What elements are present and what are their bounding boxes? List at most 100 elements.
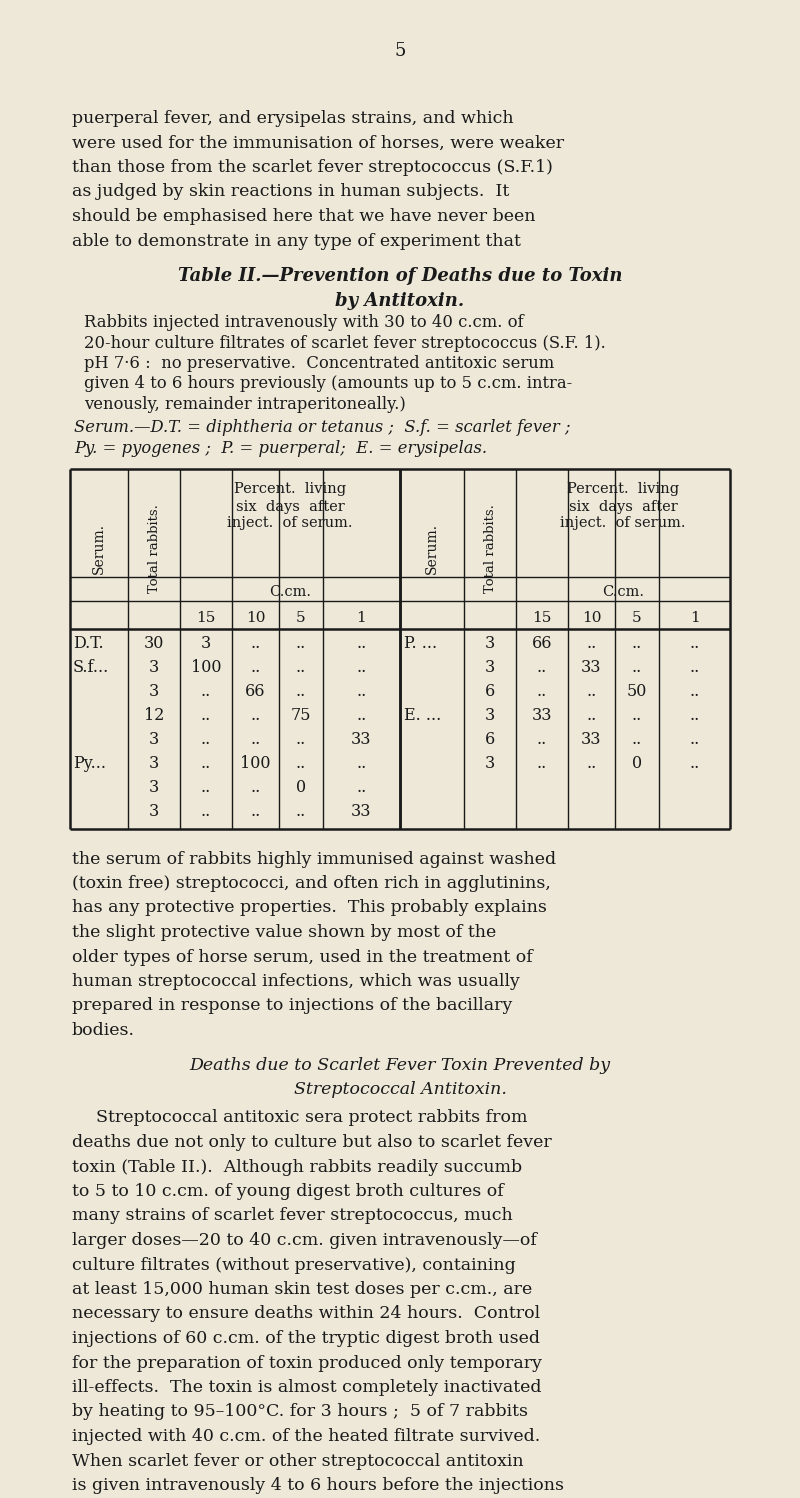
Text: Serum.: Serum. <box>425 523 439 574</box>
Text: the slight protective value shown by most of the: the slight protective value shown by mos… <box>72 924 496 941</box>
Text: D.T.: D.T. <box>73 635 104 653</box>
Text: 5: 5 <box>394 42 406 60</box>
Text: 3: 3 <box>149 683 159 701</box>
Text: 33: 33 <box>582 731 602 749</box>
Text: has any protective properties.  This probably explains: has any protective properties. This prob… <box>72 899 547 917</box>
Text: ..: .. <box>632 707 642 725</box>
Text: P. ...: P. ... <box>404 635 437 653</box>
Text: necessary to ensure deaths within 24 hours.  Control: necessary to ensure deaths within 24 hou… <box>72 1305 540 1323</box>
Text: 3: 3 <box>149 779 159 797</box>
Text: 33: 33 <box>351 803 372 821</box>
Text: 3: 3 <box>149 659 159 677</box>
Text: ..: .. <box>690 635 700 653</box>
Text: Table II.—Prevention of Deaths due to Toxin: Table II.—Prevention of Deaths due to To… <box>178 267 622 285</box>
Text: 12: 12 <box>144 707 164 725</box>
Text: ..: .. <box>201 779 211 797</box>
Text: ..: .. <box>201 707 211 725</box>
Text: injections of 60 c.cm. of the tryptic digest broth used: injections of 60 c.cm. of the tryptic di… <box>72 1330 540 1347</box>
Text: 3: 3 <box>485 755 495 773</box>
Text: Py...: Py... <box>73 755 106 773</box>
Text: ..: .. <box>356 683 366 701</box>
Text: ..: .. <box>356 707 366 725</box>
Text: 33: 33 <box>351 731 372 749</box>
Text: ..: .. <box>690 755 700 773</box>
Text: 3: 3 <box>201 635 211 653</box>
Text: ..: .. <box>250 659 261 677</box>
Text: 3: 3 <box>149 731 159 749</box>
Text: inject.  of serum.: inject. of serum. <box>227 517 353 530</box>
Text: Rabbits injected intravenously with 30 to 40 c.cm. of: Rabbits injected intravenously with 30 t… <box>84 315 524 331</box>
Text: S.f...: S.f... <box>73 659 110 677</box>
Text: 5: 5 <box>296 611 306 626</box>
Text: ..: .. <box>201 683 211 701</box>
Text: ..: .. <box>537 731 547 749</box>
Text: the serum of rabbits highly immunised against washed: the serum of rabbits highly immunised ag… <box>72 851 556 867</box>
Text: 15: 15 <box>532 611 552 626</box>
Text: at least 15,000 human skin test doses per c.cm., are: at least 15,000 human skin test doses pe… <box>72 1281 532 1297</box>
Text: ..: .. <box>296 755 306 773</box>
Text: toxin (Table II.).  Although rabbits readily succumb: toxin (Table II.). Although rabbits read… <box>72 1158 522 1176</box>
Text: prepared in response to injections of the bacillary: prepared in response to injections of th… <box>72 998 512 1014</box>
Text: than those from the scarlet fever streptococcus (S.F.1): than those from the scarlet fever strept… <box>72 159 553 175</box>
Text: larger doses—20 to 40 c.cm. given intravenously—of: larger doses—20 to 40 c.cm. given intrav… <box>72 1231 537 1249</box>
Text: 6: 6 <box>485 731 495 749</box>
Text: 3: 3 <box>149 755 159 773</box>
Text: Total rabbits.: Total rabbits. <box>147 503 161 593</box>
Text: C.cm.: C.cm. <box>602 586 644 599</box>
Text: 75: 75 <box>290 707 311 725</box>
Text: 5: 5 <box>632 611 642 626</box>
Text: older types of horse serum, used in the treatment of: older types of horse serum, used in the … <box>72 948 533 966</box>
Text: ..: .. <box>690 659 700 677</box>
Text: 3: 3 <box>485 707 495 725</box>
Text: 33: 33 <box>582 659 602 677</box>
Text: ..: .. <box>296 659 306 677</box>
Text: ..: .. <box>690 683 700 701</box>
Text: human streptococcal infections, which was usually: human streptococcal infections, which wa… <box>72 974 520 990</box>
Text: ..: .. <box>537 683 547 701</box>
Text: 10: 10 <box>246 611 266 626</box>
Text: inject.  of serum.: inject. of serum. <box>560 517 686 530</box>
Text: 15: 15 <box>196 611 216 626</box>
Text: 100: 100 <box>240 755 270 773</box>
Text: ..: .. <box>356 635 366 653</box>
Text: 3: 3 <box>485 659 495 677</box>
Text: 30: 30 <box>144 635 164 653</box>
Text: for the preparation of toxin produced only temporary: for the preparation of toxin produced on… <box>72 1354 542 1372</box>
Text: venously, remainder intraperitoneally.): venously, remainder intraperitoneally.) <box>84 395 406 413</box>
Text: ..: .. <box>250 803 261 821</box>
Text: 66: 66 <box>246 683 266 701</box>
Text: Serum.—D.T. = diphtheria or tetanus ;  S.f. = scarlet fever ;: Serum.—D.T. = diphtheria or tetanus ; S.… <box>74 419 570 436</box>
Text: by heating to 95–100°C. for 3 hours ;  5 of 7 rabbits: by heating to 95–100°C. for 3 hours ; 5 … <box>72 1404 528 1420</box>
Text: 0: 0 <box>296 779 306 797</box>
Text: by Antitoxin.: by Antitoxin. <box>335 292 465 310</box>
Text: Deaths due to Scarlet Fever Toxin Prevented by: Deaths due to Scarlet Fever Toxin Preven… <box>190 1056 610 1074</box>
Text: ..: .. <box>632 659 642 677</box>
Text: ..: .. <box>356 755 366 773</box>
Text: Percent.  living: Percent. living <box>567 482 679 496</box>
Text: ..: .. <box>296 803 306 821</box>
Text: Streptococcal Antitoxin.: Streptococcal Antitoxin. <box>294 1082 506 1098</box>
Text: ill-effects.  The toxin is almost completely inactivated: ill-effects. The toxin is almost complet… <box>72 1380 542 1396</box>
Text: should be emphasised here that we have never been: should be emphasised here that we have n… <box>72 208 535 225</box>
Text: C.cm.: C.cm. <box>269 586 311 599</box>
Text: ..: .. <box>201 731 211 749</box>
Text: able to demonstrate in any type of experiment that: able to demonstrate in any type of exper… <box>72 232 521 250</box>
Text: ..: .. <box>586 683 597 701</box>
Text: 100: 100 <box>190 659 222 677</box>
Text: 0: 0 <box>632 755 642 773</box>
Text: ..: .. <box>537 755 547 773</box>
Text: ..: .. <box>537 659 547 677</box>
Text: puerperal fever, and erysipelas strains, and which: puerperal fever, and erysipelas strains,… <box>72 109 514 127</box>
Text: ..: .. <box>296 683 306 701</box>
Text: ..: .. <box>250 779 261 797</box>
Text: Total rabbits.: Total rabbits. <box>483 503 497 593</box>
Text: ..: .. <box>201 755 211 773</box>
Text: Py. = pyogenes ;  P. = puerperal;  E. = erysipelas.: Py. = pyogenes ; P. = puerperal; E. = er… <box>74 440 487 457</box>
Text: Streptococcal antitoxic sera protect rabbits from: Streptococcal antitoxic sera protect rab… <box>96 1110 527 1126</box>
Text: ..: .. <box>632 731 642 749</box>
Text: ..: .. <box>632 635 642 653</box>
Text: ..: .. <box>250 635 261 653</box>
Text: ..: .. <box>296 635 306 653</box>
Text: 10: 10 <box>582 611 602 626</box>
Text: 50: 50 <box>627 683 647 701</box>
